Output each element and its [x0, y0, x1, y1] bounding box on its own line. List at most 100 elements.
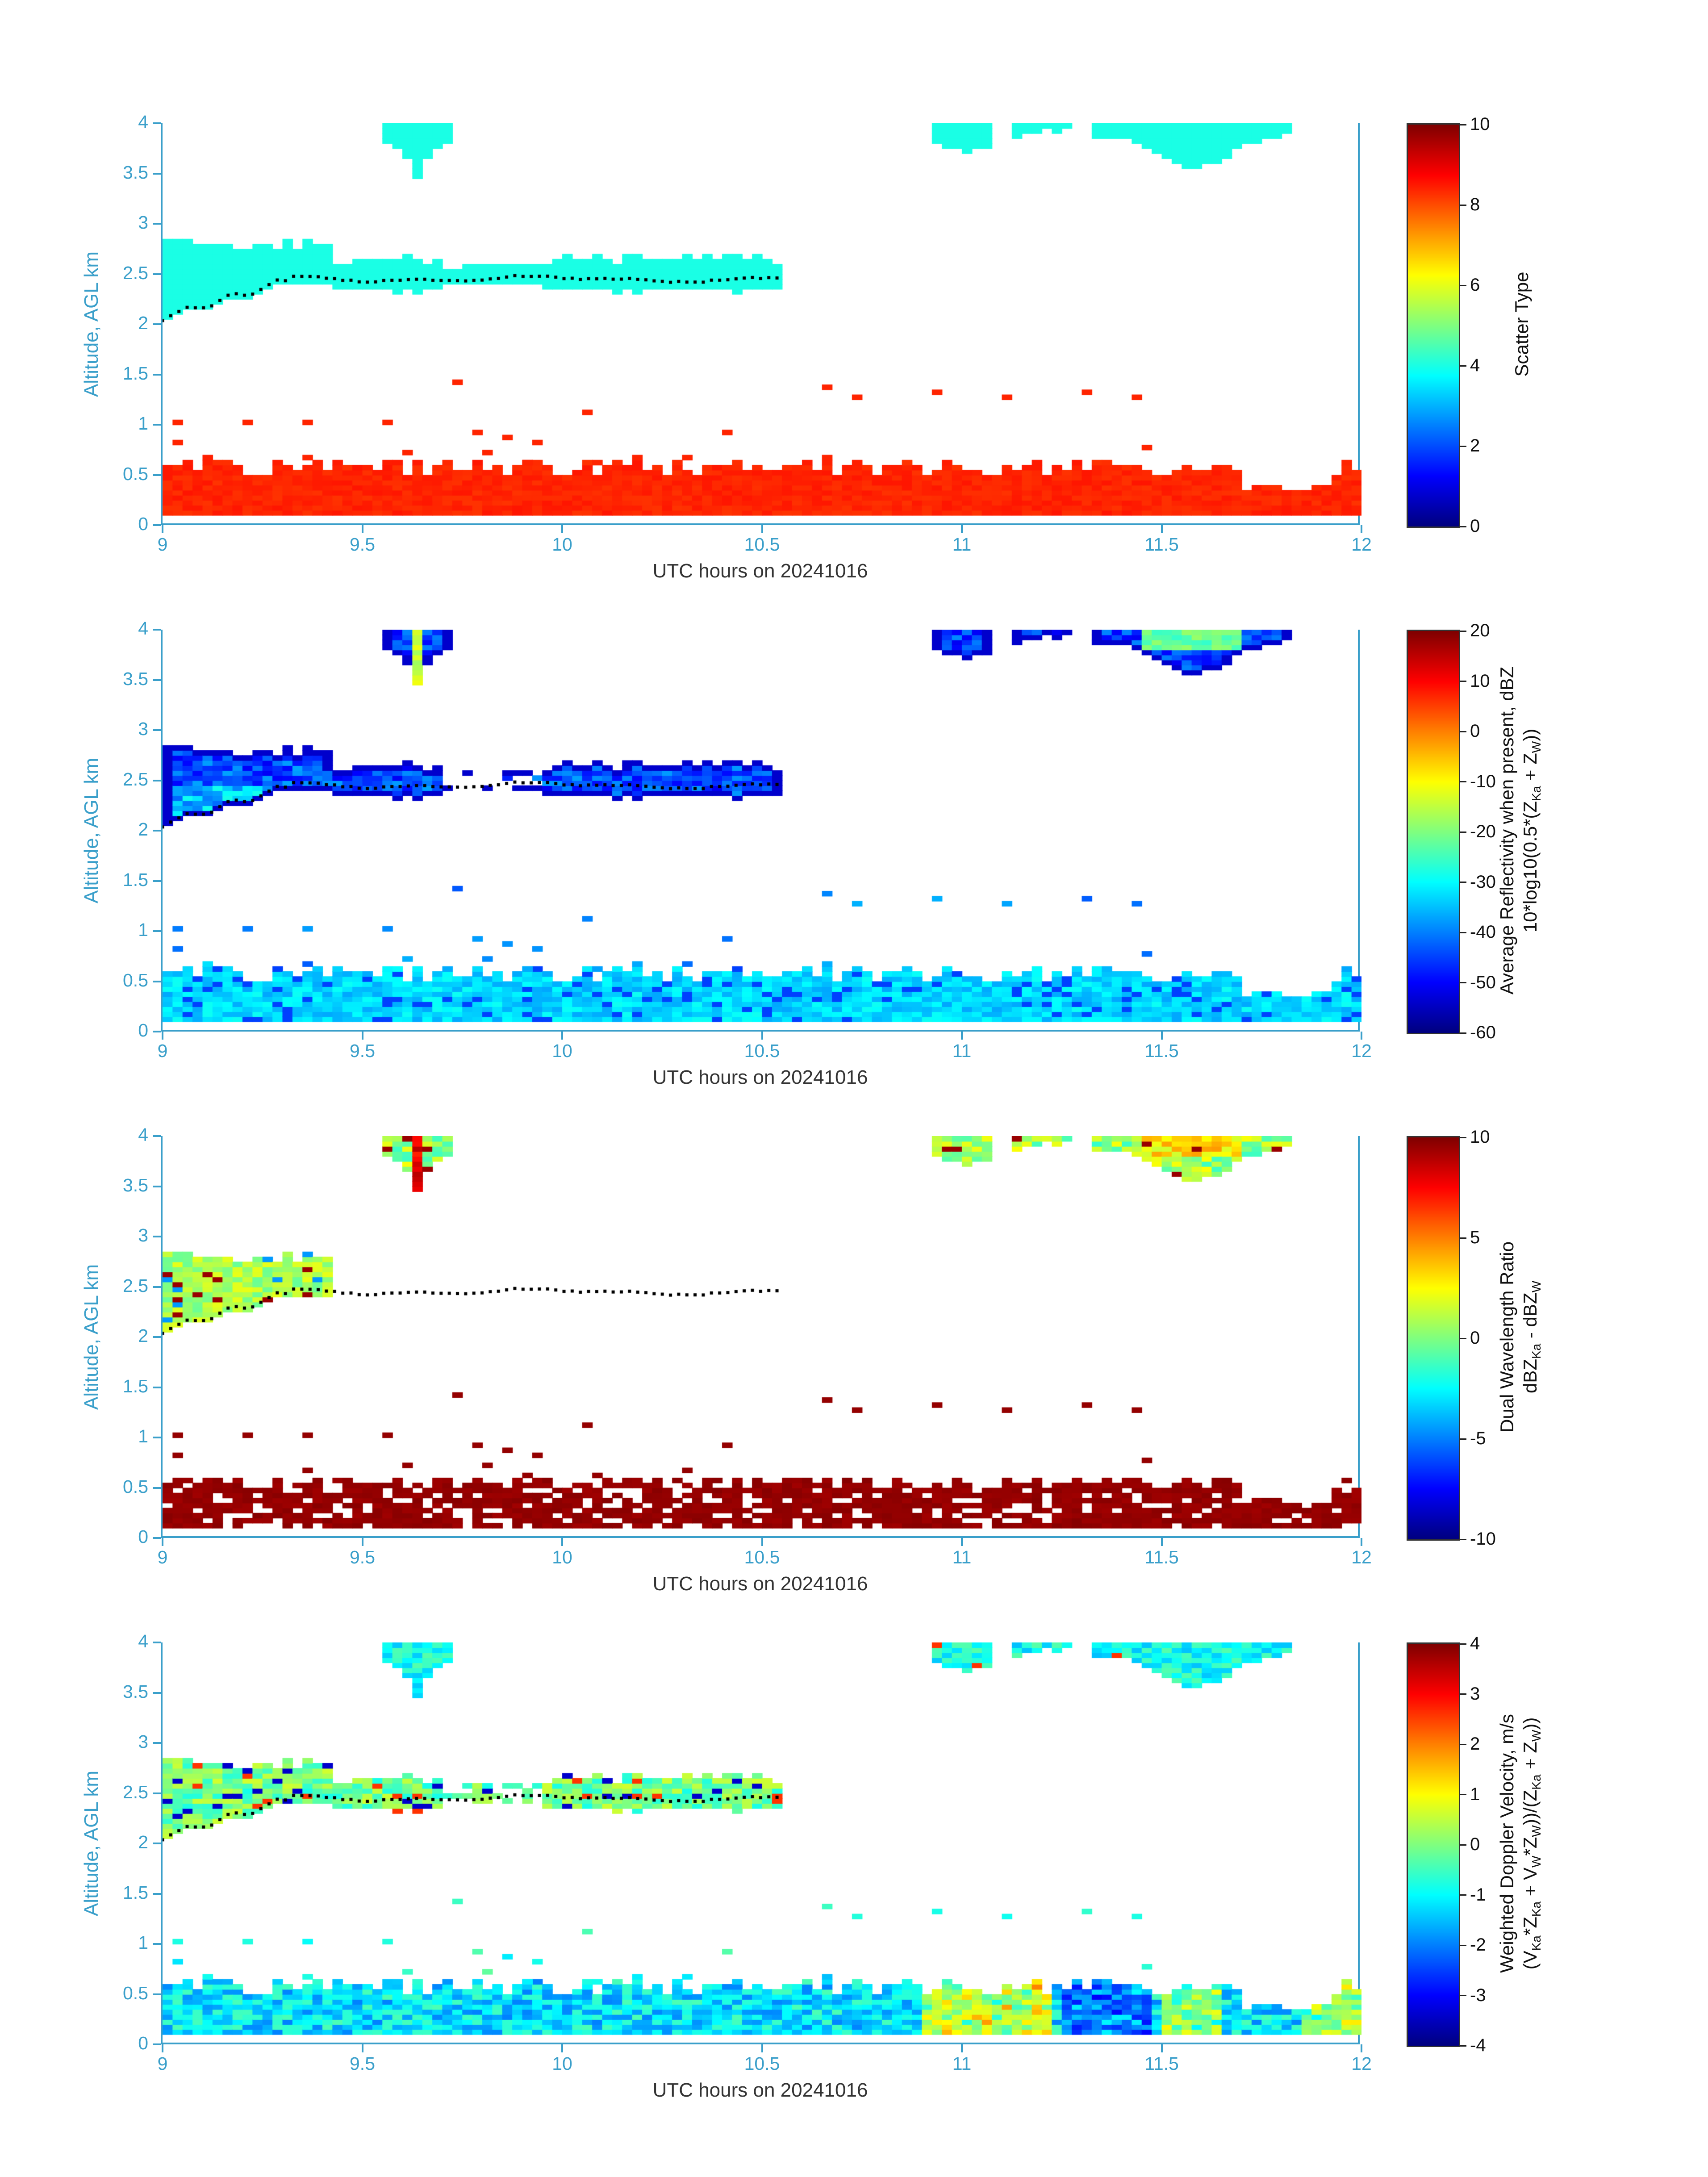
y-tick-mark [153, 1135, 161, 1137]
x-tick-label: 9.5 [350, 534, 375, 555]
colorbar-tick-label: 10 [1470, 1127, 1490, 1147]
colorbar: Average Reflectivity when present, dBZ 10… [1407, 621, 1692, 1042]
x-tick-mark [1161, 2044, 1163, 2052]
x-axis-label: UTC hours on 20241016 [652, 1573, 868, 1595]
y-tick-label: 3 [138, 1731, 148, 1752]
y-tick-label: 3.5 [123, 668, 148, 689]
y-tick-label: 2.5 [123, 769, 148, 790]
y-tick-mark [153, 1943, 161, 1945]
colorbar-tick-label: 20 [1470, 621, 1490, 640]
y-tick-label: 3 [138, 212, 148, 233]
x-tick-label: 11.5 [1144, 534, 1179, 555]
colorbar-tick-label: -50 [1470, 972, 1496, 992]
x-tick-mark [162, 525, 163, 533]
colorbar-tick-label: -30 [1470, 872, 1496, 892]
colorbar-tick-label: 4 [1470, 355, 1480, 375]
colorbar-tick-label: 4 [1470, 1634, 1480, 1653]
x-tick-label: 12 [1351, 534, 1372, 555]
colorbar-tick-mark [1460, 445, 1466, 447]
colorbar-tick-mark [1460, 1944, 1466, 1946]
colorbar-tick-mark [1460, 1844, 1466, 1846]
x-tick-label: 11 [952, 1040, 972, 1061]
colorbar-tick-label: -3 [1470, 1985, 1486, 2005]
plot-area: 9 9.5 10 10.5 11 11.5 12 0 0.5 1 1.5 2 2.5 3 3.5 4 [123, 1631, 1372, 2074]
panel-dual-wavelength-ratio: Altitude, AGL km 9 9.5 10 10.5 11 11.5 12 0 0.5 1… [0, 1088, 1708, 1595]
x-tick-label: 12 [1351, 1547, 1372, 1567]
colorbar-tick-label: 3 [1470, 1684, 1480, 1704]
colorbar-tick-mark [1460, 1643, 1466, 1645]
x-tick-mark [561, 1032, 563, 1040]
colorbar-tick-mark [1460, 982, 1466, 983]
y-tick-label: 3.5 [123, 1174, 148, 1195]
y-tick-label: 2 [138, 1832, 148, 1852]
y-tick-mark [153, 1031, 161, 1032]
x-tick-mark [361, 1538, 363, 1546]
y-tick-label: 2.5 [123, 1275, 148, 1296]
colorbar-tick-mark [1460, 1237, 1466, 1239]
y-tick-mark [153, 980, 161, 982]
x-tick-label: 10.5 [744, 1547, 780, 1567]
x-tick-mark [361, 2044, 363, 2052]
y-tick-label: 1 [138, 1426, 148, 1446]
x-tick-mark [561, 525, 563, 533]
plot-area: 9 9.5 10 10.5 11 11.5 12 0 0.5 1 1.5 2 2.5 3 3.5 4 [123, 618, 1372, 1061]
y-tick-mark [153, 930, 161, 932]
x-tick-label: 9 [157, 1040, 168, 1061]
y-tick-mark [153, 1185, 161, 1187]
x-tick-mark [561, 2044, 563, 2052]
y-tick-mark [153, 1537, 161, 1539]
x-tick-mark [961, 1538, 963, 1546]
y-tick-label: 0.5 [123, 1476, 148, 1497]
y-tick-mark [153, 524, 161, 526]
x-tick-label: 9 [157, 1547, 168, 1567]
y-tick-mark [153, 679, 161, 681]
y-tick-label: 3 [138, 719, 148, 739]
x-tick-label: 10.5 [744, 2053, 780, 2074]
y-tick-label: 4 [138, 618, 148, 639]
colorbar-tick-mark [1460, 1894, 1466, 1896]
y-tick-label: 0.5 [123, 969, 148, 990]
colorbar-tick-mark [1460, 1743, 1466, 1745]
y-tick-mark [153, 1742, 161, 1744]
colorbar-label: Average Reflectivity when present, dBZ 10… [1496, 666, 1544, 995]
y-tick-label: 0 [138, 1020, 148, 1040]
x-tick-label: 9.5 [350, 1040, 375, 1061]
colorbar-tick-mark [1460, 284, 1466, 286]
x-tick-mark [1361, 525, 1362, 533]
y-tick-label: 3.5 [123, 162, 148, 183]
colorbar-gradient [1407, 1136, 1460, 1541]
y-tick-label: 2 [138, 1325, 148, 1346]
colorbar-label: Scatter Type [1511, 272, 1532, 377]
colorbar-tick-label: -2 [1470, 1935, 1486, 1955]
x-tick-mark [1361, 1538, 1362, 1546]
x-tick-mark [1161, 525, 1163, 533]
y-tick-label: 1.5 [123, 363, 148, 384]
colorbar-tick-mark [1460, 1794, 1466, 1795]
y-tick-mark [153, 223, 161, 225]
x-tick-mark [1361, 1032, 1362, 1040]
colorbar-gradient [1407, 1642, 1460, 2047]
y-tick-mark [153, 1437, 161, 1438]
y-tick-label: 4 [138, 112, 148, 132]
y-tick-mark [153, 424, 161, 426]
colorbar-tick-mark [1460, 526, 1466, 527]
colorbar-gradient [1407, 630, 1460, 1034]
y-tick-mark [153, 122, 161, 124]
heatmap-canvas [163, 630, 1361, 1032]
x-tick-mark [961, 2044, 963, 2052]
x-tick-mark [561, 1538, 563, 1546]
x-tick-label: 10.5 [744, 1040, 780, 1061]
colorbar-tick-mark [1460, 124, 1466, 125]
colorbar-tick-label: -40 [1470, 922, 1496, 942]
colorbar-tick-label: 2 [1470, 1734, 1480, 1754]
colorbar-tick-label: 2 [1470, 436, 1480, 455]
panel-average-reflectivity: Altitude, AGL km 9 9.5 10 10.5 11 11.5 12 0 0.5 1… [0, 581, 1708, 1088]
x-tick-mark [1361, 2044, 1362, 2052]
x-tick-label: 10 [552, 534, 572, 555]
x-tick-label: 11 [952, 2053, 972, 2074]
x-tick-mark [1161, 1538, 1163, 1546]
y-tick-mark [153, 1286, 161, 1288]
x-axis-label: UTC hours on 20241016 [652, 560, 868, 582]
y-tick-mark [153, 474, 161, 476]
colorbar: Scatter Type 0 2 4 6 8 10 [1407, 114, 1692, 536]
